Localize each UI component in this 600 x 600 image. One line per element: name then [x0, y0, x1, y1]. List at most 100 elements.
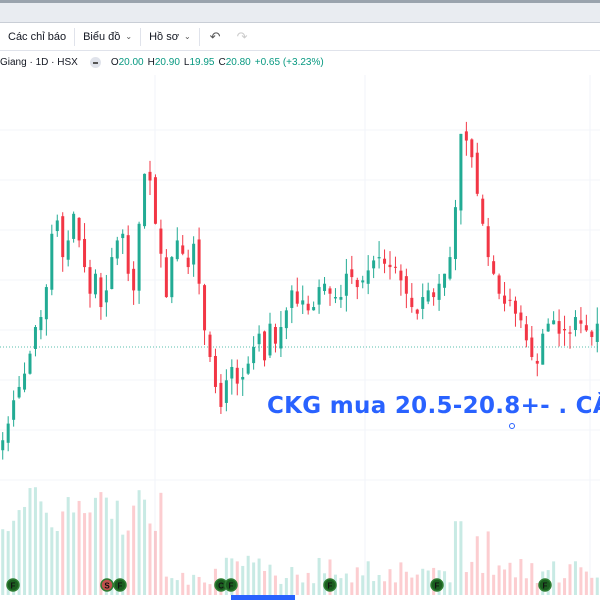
- volume-bar: [186, 584, 190, 595]
- volume-bar: [230, 558, 234, 595]
- event-marker-icon: [538, 578, 552, 592]
- volume-bar: [44, 512, 48, 595]
- collapse-icon[interactable]: [89, 57, 101, 68]
- candle: [301, 300, 305, 305]
- volume-bar: [72, 512, 76, 595]
- volume-bar: [241, 565, 245, 595]
- volume-bar: [404, 571, 408, 595]
- volume-bar: [464, 572, 468, 595]
- volume-bar: [312, 583, 316, 595]
- candle: [6, 423, 10, 443]
- candle: [268, 323, 272, 356]
- candle: [453, 207, 457, 260]
- top-strip: [0, 0, 600, 3]
- candle: [355, 279, 359, 288]
- candle: [88, 267, 92, 294]
- volume-bar: [93, 497, 97, 595]
- candle: [110, 257, 114, 289]
- volume-bar: [170, 578, 174, 595]
- chart-menu-button[interactable]: Biểu đồ ⌄: [75, 23, 140, 50]
- candle: [50, 233, 54, 290]
- symbol-label[interactable]: Giang · 1D · HSX: [0, 57, 78, 68]
- candle: [61, 216, 65, 258]
- candle: [524, 324, 528, 341]
- candle: [290, 290, 294, 308]
- volume-bar: [137, 490, 141, 595]
- candle: [83, 238, 87, 268]
- volume-bar: [497, 565, 501, 595]
- candle: [28, 353, 32, 374]
- volume-bar: [66, 497, 70, 595]
- time-scrollbar[interactable]: [231, 595, 295, 600]
- candle: [590, 331, 594, 338]
- volume-bar: [513, 577, 517, 595]
- candle: [159, 228, 163, 254]
- volume-bar: [159, 492, 163, 595]
- volume-bar: [421, 568, 425, 595]
- candle: [66, 240, 70, 260]
- event-marker-label: C: [218, 582, 224, 591]
- volume-bar: [17, 510, 21, 595]
- volume-bar: [568, 564, 572, 595]
- candle: [339, 297, 343, 300]
- volume-bar: [132, 505, 136, 595]
- volume-bar: [284, 578, 288, 595]
- volume-bar: [252, 562, 256, 595]
- candle: [415, 309, 419, 314]
- event-marker-icon: [113, 578, 127, 592]
- candle: [306, 303, 310, 311]
- candle: [137, 223, 141, 291]
- candle: [132, 268, 136, 291]
- volume-bar: [55, 531, 59, 595]
- candle: [44, 287, 48, 320]
- candle: [153, 177, 157, 224]
- candle: [143, 173, 147, 227]
- candle: [23, 373, 27, 390]
- candle: [312, 307, 316, 311]
- candle: [235, 367, 239, 384]
- volume-bar: [115, 500, 119, 595]
- volume-bar: [328, 559, 332, 595]
- window-top-bar: [0, 0, 600, 23]
- candle: [519, 312, 523, 321]
- volume-bar: [143, 499, 147, 595]
- volume-bar: [535, 582, 539, 595]
- indicators-button[interactable]: Các chỉ báo: [0, 23, 74, 50]
- volume-bar: [388, 569, 392, 595]
- volume-bar: [448, 582, 452, 595]
- volume-bar: [459, 521, 463, 595]
- candle: [181, 245, 185, 254]
- high-value: H20.90: [147, 57, 180, 68]
- annotation-text[interactable]: CKG mua 20.5-20.8+- . CẮt: [267, 393, 600, 419]
- candle: [148, 171, 152, 181]
- volume-bar: [83, 513, 87, 595]
- candle: [323, 283, 327, 292]
- candle: [595, 323, 599, 342]
- volume-bar: [110, 518, 114, 595]
- volume-bar: [1, 529, 5, 595]
- candle: [448, 257, 452, 279]
- volume-bar: [590, 577, 594, 595]
- event-marker-icon: [224, 578, 238, 592]
- volume-bar: [33, 487, 37, 595]
- candle: [224, 380, 228, 403]
- candle: [284, 310, 288, 329]
- redo-icon[interactable]: ↷: [236, 28, 248, 44]
- candle: [203, 285, 207, 331]
- volume-bar: [246, 555, 250, 595]
- volume-bar: [153, 530, 157, 595]
- candle: [552, 320, 556, 325]
- candle: [399, 270, 403, 281]
- volume-bar: [595, 577, 599, 595]
- candle: [252, 347, 256, 364]
- event-marker-icon: [430, 578, 444, 592]
- chevron-down-icon: ⌄: [125, 32, 133, 41]
- candle: [464, 131, 468, 141]
- profile-menu-button[interactable]: Hồ sơ ⌄: [141, 23, 199, 50]
- candle: [99, 277, 103, 308]
- event-marker-label: S: [104, 582, 110, 591]
- candle: [77, 217, 81, 241]
- undo-icon[interactable]: ↶: [209, 28, 221, 44]
- candle: [481, 198, 485, 224]
